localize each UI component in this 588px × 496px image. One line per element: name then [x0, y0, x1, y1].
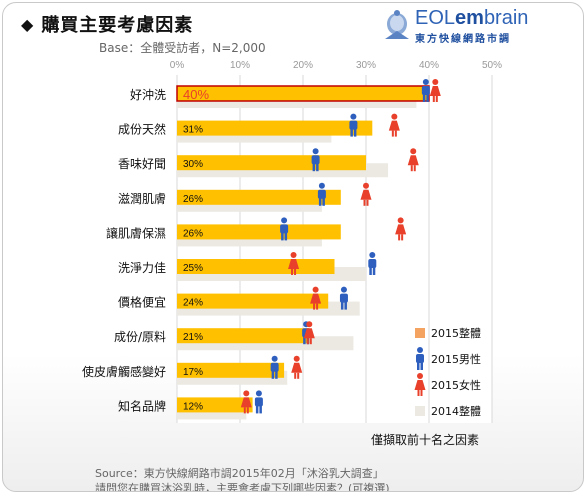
female-icon: [288, 252, 300, 275]
bar-2015: [177, 155, 366, 171]
logo-wordmark: EOLembrain: [415, 7, 528, 30]
x-tick-label: 50%: [482, 60, 502, 71]
female-icon: [360, 182, 372, 206]
logo-subtitle: 東方快線網路市調: [415, 34, 511, 45]
male-icon: [317, 182, 326, 206]
male-icon: [280, 217, 289, 241]
legend-swatch: [415, 406, 425, 416]
logo-brain-icon: [385, 10, 409, 39]
bar-value-label: 30%: [183, 159, 203, 170]
x-tick-label: 40%: [419, 60, 439, 71]
category-label: 香味好聞: [118, 157, 166, 171]
source-line-1: Source：東方快線網路市調2015年02月「沐浴乳大調查」: [95, 467, 384, 480]
bar-value-label: 17%: [183, 367, 203, 378]
legend-label: 2015整體: [431, 326, 481, 340]
legend-label: 2015女性: [431, 378, 481, 392]
x-tick-label: 30%: [356, 60, 376, 71]
bar-2015: [177, 224, 341, 240]
category-label: 知名品牌: [118, 398, 166, 413]
chart-note: 僅擷取前十名之因素: [371, 433, 480, 447]
female-icon: [240, 390, 252, 414]
bar-2015: [177, 120, 373, 136]
x-tick-label: 0%: [170, 60, 185, 71]
logo-part2: em: [455, 7, 484, 29]
diamond-bullet-icon: ◆: [21, 14, 34, 34]
female-icon: [395, 217, 407, 241]
category-label: 價格便宜: [118, 295, 166, 310]
female-icon: [291, 355, 303, 379]
base-note: Base：全體受訪者，N=2,000: [99, 41, 266, 55]
female-icon: [303, 321, 315, 345]
male-icon: [349, 113, 358, 137]
category-label: 成份天然: [118, 122, 166, 137]
female-icon: [310, 286, 322, 310]
bar-value-label: 26%: [183, 228, 203, 239]
logo-part1: EOL: [415, 7, 456, 29]
bar-value-label: 25%: [183, 263, 203, 274]
legend-male-icon: [416, 347, 424, 370]
male-icon: [311, 148, 320, 172]
bar-value-label: 12%: [183, 401, 203, 412]
x-tick-label: 10%: [230, 60, 250, 71]
category-label: 使皮膚觸感變好: [82, 364, 166, 379]
male-icon: [339, 286, 348, 310]
legend-female-icon: [414, 373, 426, 396]
category-label: 滋潤肌膚: [118, 191, 166, 206]
male-icon: [421, 79, 430, 102]
category-label: 成份/原料: [114, 330, 166, 344]
category-label: 讓肌膚保濕: [106, 225, 166, 240]
legend-label: 2014整體: [431, 404, 481, 418]
female-icon: [429, 79, 441, 102]
source-note: Source：東方快線網路市調2015年02月「沐浴乳大調查」 請問您在購買沐浴…: [95, 466, 390, 492]
chart-card: ◆ 購買主要考慮因素 Base：全體受訪者，N=2,000 EOLembrain…: [2, 2, 584, 492]
bar-value-label: 21%: [183, 332, 203, 343]
male-icon: [270, 355, 279, 379]
bar-value-label: 31%: [183, 125, 203, 136]
male-icon: [254, 390, 263, 414]
bar-2015: [177, 293, 329, 309]
bar-2015: [176, 85, 430, 102]
female-icon: [388, 113, 400, 137]
source-line-2: 請問您在購買沐浴乳時，主要會考慮下列哪些因素？(可複選): [95, 482, 390, 492]
brand-logo: EOLembrain 東方快線網路市調: [381, 7, 531, 47]
legend-swatch: [415, 328, 425, 338]
title-row: ◆ 購買主要考慮因素: [21, 11, 193, 37]
bar-chart: 0% 10% 20% 30% 40% 50% 好沖洗 40% 成份天然 31% 香味好聞 30% 滋潤肌…: [82, 60, 502, 423]
bar-2015: [177, 328, 310, 344]
bar-value-label: 24%: [183, 298, 203, 309]
bar-value-label: 26%: [183, 194, 203, 205]
category-label: 洗淨力佳: [118, 261, 166, 275]
bar-2015: [177, 362, 285, 378]
bar-2015: [177, 189, 341, 205]
logo-part3: brain: [483, 7, 529, 29]
chart-title: 購買主要考慮因素: [41, 15, 194, 36]
bar-value-label: 40%: [183, 87, 209, 102]
legend-label: 2015男性: [431, 352, 481, 366]
bar-2015: [177, 397, 253, 413]
category-label: 好沖洗: [130, 88, 166, 102]
male-icon: [368, 252, 377, 275]
x-tick-label: 20%: [293, 60, 313, 71]
female-icon: [407, 148, 419, 172]
